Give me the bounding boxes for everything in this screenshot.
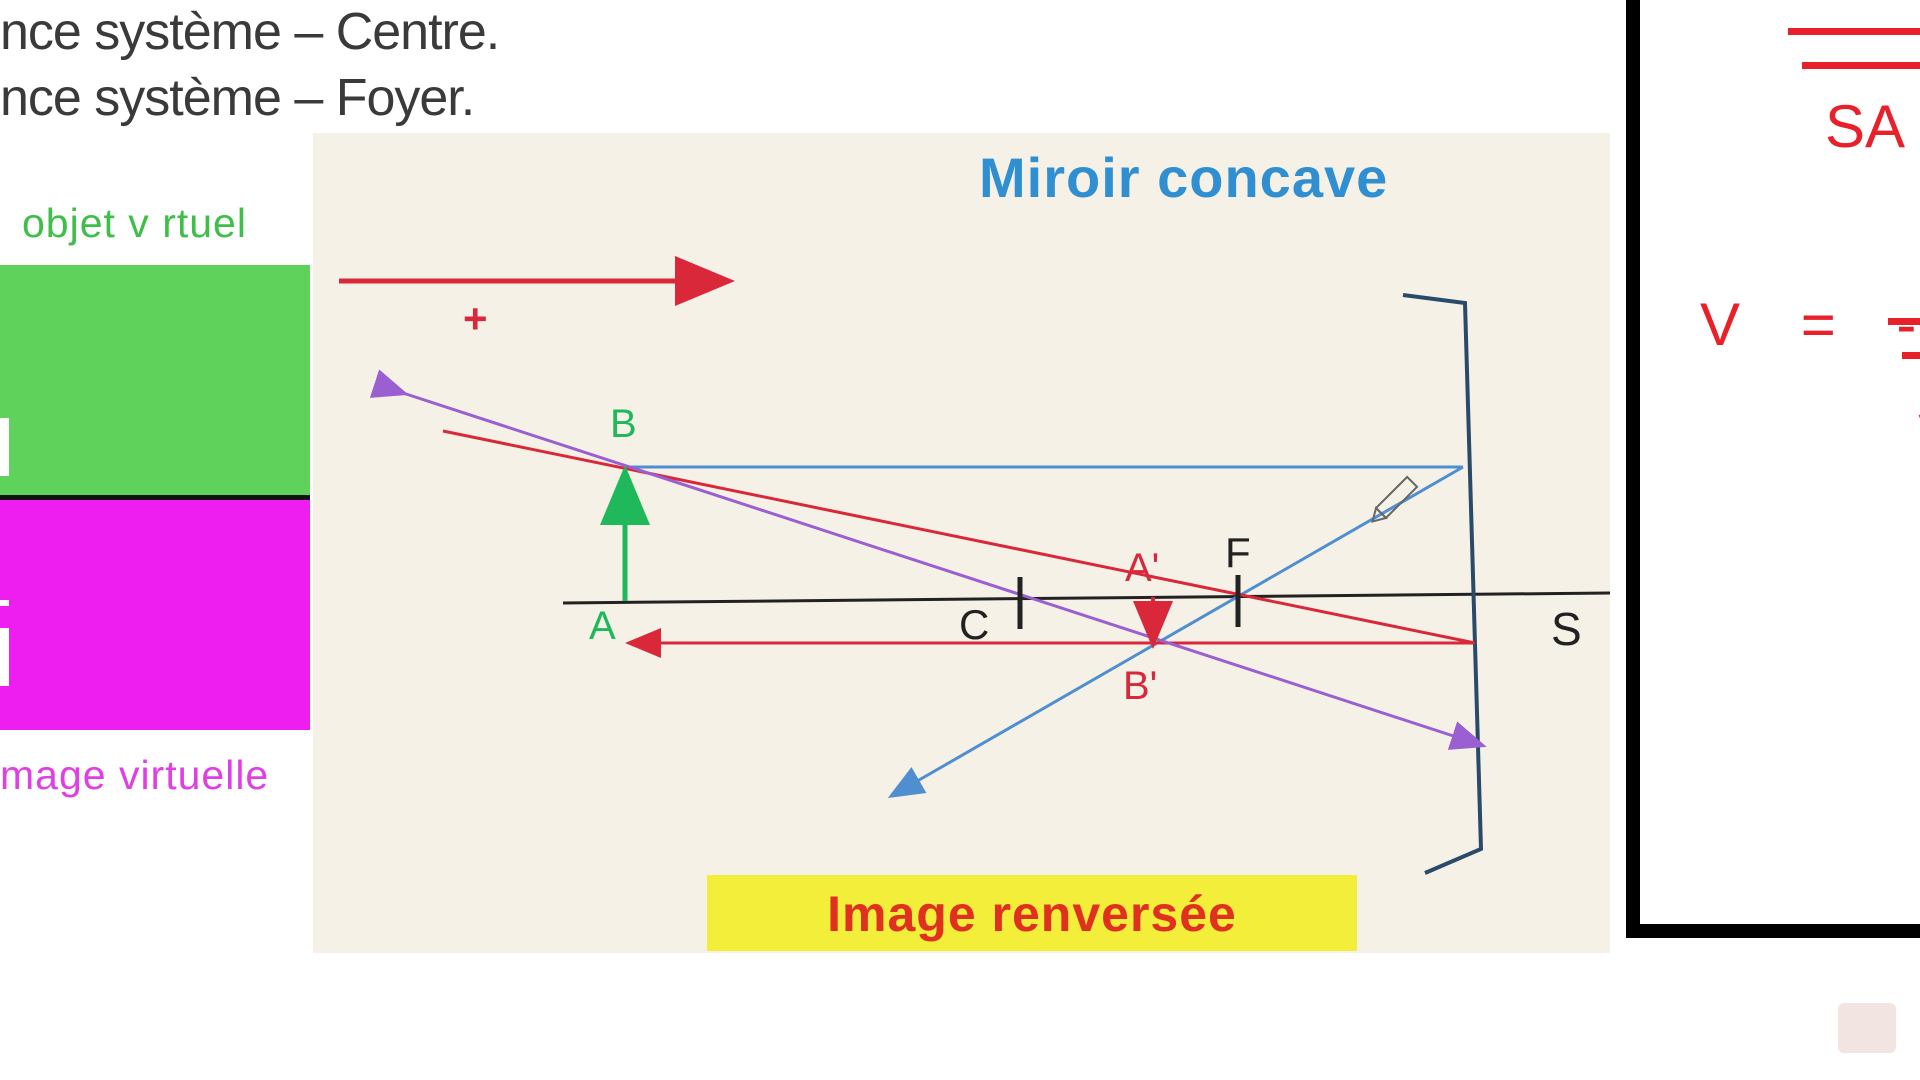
red-bar [1788, 28, 1920, 35]
point-B-label: B [610, 402, 637, 446]
point-S-label: S [1551, 603, 1582, 655]
direction-sign: + [463, 295, 488, 342]
point-B-prime-label: B' [1123, 664, 1157, 708]
ray-through-center [369, 369, 1487, 750]
image-legend-label: mage virtuelle [0, 752, 270, 798]
header-line-1: nce système – Centre. [0, 3, 500, 61]
sa-label: SA [1825, 93, 1906, 160]
velocity-formula: V = - [1700, 291, 1920, 358]
caption-box: Image renversée [707, 875, 1357, 951]
diagram-title: Miroir concave [979, 146, 1389, 209]
header-line-2: nce système – Foyer. [0, 69, 475, 127]
red-bar [1888, 318, 1920, 325]
point-C-label: C [959, 601, 989, 648]
red-bar [1902, 352, 1920, 359]
point-A-prime-label: A' [1125, 546, 1159, 590]
side-mark [0, 600, 9, 606]
point-A-label: A [589, 604, 616, 648]
point-F-label: F [1225, 529, 1251, 576]
optical-axis [562, 591, 1610, 605]
red-bar [1802, 62, 1920, 69]
right-panel: SA V = - S [1626, 0, 1920, 938]
object-legend-box [0, 265, 310, 500]
concave-mirror [1402, 293, 1484, 875]
side-mark [0, 628, 9, 686]
formula-fragment: S [1916, 370, 1920, 439]
presenter-thumbnail[interactable] [1838, 1003, 1896, 1053]
ray-diagram: + B A A' B' C F S [339, 256, 1610, 875]
diagram-panel: + B A A' B' C F S Miroir concave Image r… [313, 133, 1610, 953]
object-legend-label: objet v rtuel [22, 200, 247, 246]
image-legend-box [0, 500, 310, 730]
pencil-icon [1371, 475, 1419, 523]
diagram-caption: Image renversée [827, 886, 1237, 942]
side-mark [0, 418, 9, 476]
